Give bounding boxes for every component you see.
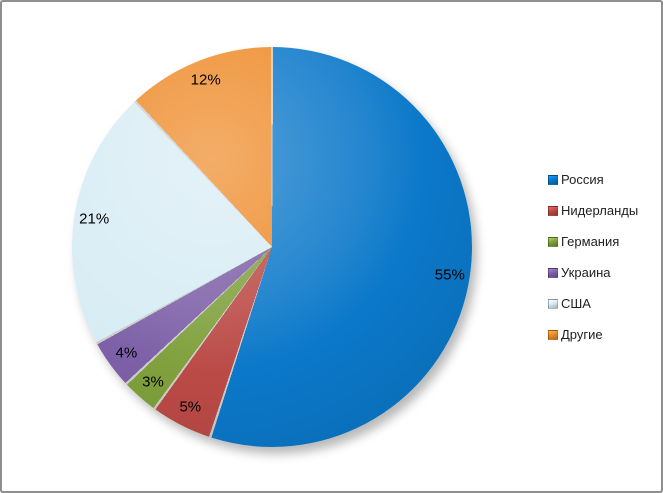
legend-swatch bbox=[548, 237, 558, 247]
legend-swatch bbox=[548, 299, 558, 309]
slice-percent-label: 55% bbox=[434, 266, 465, 284]
legend-item-ukraine: Украина bbox=[548, 266, 638, 280]
legend-label: Другие bbox=[561, 327, 603, 342]
slice-percent-label: 5% bbox=[179, 398, 202, 416]
slice-percent-label: 21% bbox=[79, 210, 110, 228]
legend-label: Нидерланды bbox=[561, 203, 639, 218]
legend-swatch bbox=[548, 175, 558, 185]
legend-item-russia: Россия bbox=[548, 173, 638, 187]
legend-item-others: Другие bbox=[548, 328, 638, 342]
legend-label: Украина bbox=[561, 265, 611, 280]
legend-item-usa: США bbox=[548, 297, 638, 311]
legend-item-germany: Германия bbox=[548, 235, 638, 249]
legend-swatch bbox=[548, 206, 558, 216]
legend-item-netherlands: Нидерланды bbox=[548, 204, 638, 218]
legend-label: Россия bbox=[561, 172, 604, 187]
legend: Россия Нидерланды Германия Украина США Д… bbox=[548, 173, 638, 342]
legend-label: Германия bbox=[561, 234, 620, 249]
pie-chart bbox=[72, 47, 472, 447]
slice-percent-label: 12% bbox=[190, 71, 221, 89]
slice-percent-label: 4% bbox=[115, 344, 138, 362]
slice-percent-label: 3% bbox=[142, 373, 164, 391]
legend-label: США bbox=[561, 296, 591, 311]
legend-swatch bbox=[548, 330, 558, 340]
legend-swatch bbox=[548, 268, 558, 278]
